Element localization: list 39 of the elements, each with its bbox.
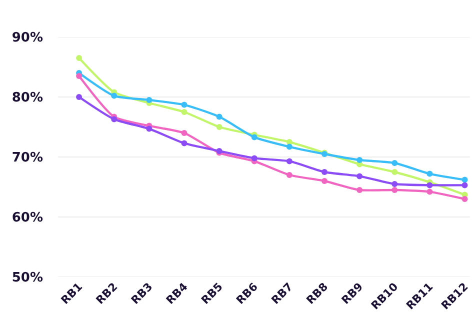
point: [111, 92, 118, 99]
point: [76, 55, 82, 61]
point: [392, 187, 398, 193]
point: [321, 169, 328, 175]
point: [426, 170, 433, 177]
point: [146, 97, 152, 103]
point: [286, 158, 292, 164]
point: [286, 172, 292, 178]
point: [462, 176, 468, 183]
y-tick-label: 50%: [12, 270, 43, 286]
point: [76, 94, 82, 100]
point: [216, 114, 222, 120]
point: [392, 181, 398, 187]
point: [356, 157, 363, 163]
point: [286, 144, 292, 150]
point: [462, 196, 468, 202]
point: [392, 169, 398, 175]
point: [251, 155, 258, 162]
point: [181, 109, 188, 115]
point: [181, 140, 188, 146]
point: [392, 160, 398, 166]
point: [462, 182, 468, 188]
point: [286, 139, 292, 145]
point: [251, 134, 258, 140]
y-tick-label: 80%: [12, 90, 43, 106]
point: [356, 187, 363, 193]
point: [426, 182, 433, 188]
point: [76, 73, 82, 79]
y-tick-label: 60%: [12, 210, 43, 226]
point: [146, 126, 152, 132]
point: [111, 116, 118, 122]
point: [356, 173, 363, 180]
point: [321, 178, 328, 184]
point: [181, 130, 188, 136]
y-tick-label: 90%: [12, 30, 43, 46]
point: [216, 124, 222, 130]
point: [181, 102, 188, 108]
point: [426, 188, 433, 195]
y-tick-label: 70%: [12, 150, 43, 166]
